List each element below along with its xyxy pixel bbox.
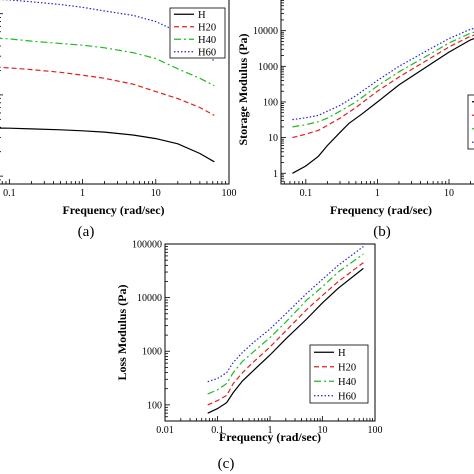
series-line-h60 <box>292 27 474 121</box>
legend-label-h60: H60 <box>198 47 216 58</box>
x-tick-label: 1 <box>80 188 85 199</box>
series-line-h <box>207 267 364 414</box>
x-tick-label: 10 <box>151 188 161 199</box>
series-line-h40 <box>292 31 474 128</box>
series-line-h <box>0 127 215 163</box>
x-tick-label: 0.01 <box>156 425 174 436</box>
x-tick-label: 10 <box>318 425 328 436</box>
y-tick-label: 1 <box>273 169 278 180</box>
y-tick-label: 100 <box>263 97 278 108</box>
y-axis-label: Loss Modulus (Pa) <box>115 284 129 380</box>
y-tick-label: 100000 <box>248 0 278 2</box>
y-tick-label: 10000 <box>137 293 162 304</box>
x-axis-label: Frequency (rad/sec) <box>62 203 164 217</box>
series-line-h20 <box>207 262 364 406</box>
series-group <box>0 0 215 163</box>
series-group <box>292 27 474 174</box>
series-line-h60 <box>207 246 364 383</box>
panel-label: (c) <box>218 456 235 472</box>
series-group <box>207 246 364 414</box>
plot-frame <box>280 0 474 185</box>
chart-panel-3: 0.01 0.1 1 10 100 100 1000 10000 100000 Frequency… <box>115 240 383 473</box>
legend-label-h: H <box>338 348 346 359</box>
x-axis-label: Frequency (rad/sec) <box>219 430 321 444</box>
x-axis-label: Frequency (rad/sec) <box>330 203 432 217</box>
series-line-h40 <box>207 253 364 395</box>
y-tick-label: 10000 <box>253 26 278 37</box>
legend-label-h20: H20 <box>338 362 356 373</box>
chart-panel-2: 0.1 1 10 1 10 100 1000 10000 100000 Frequency (ra… <box>236 0 474 240</box>
x-tick-label: 1 <box>268 425 273 436</box>
x-tick-label: 1 <box>375 188 380 199</box>
legend-label-h40: H40 <box>198 35 216 46</box>
x-tick-label: 0.1 <box>211 425 224 436</box>
series-line-h20 <box>0 66 215 116</box>
x-tick-label: 0.1 <box>300 188 313 199</box>
x-tick-label: 0.1 <box>3 188 16 199</box>
y-tick-label: 100 <box>147 400 162 411</box>
series-line-h <box>292 38 474 174</box>
y-tick-label: 100000 <box>132 240 162 251</box>
x-tick-label: 10 <box>444 188 454 199</box>
legend-box <box>309 344 369 404</box>
series-line-h40 <box>0 37 215 87</box>
y-tick-label: 1000 <box>142 347 162 358</box>
plot-frame <box>0 0 230 185</box>
legend-box <box>169 7 226 59</box>
legend: H H20 H40 H60 <box>309 344 369 404</box>
panel-label: (a) <box>78 224 95 240</box>
legend-label-h: H <box>198 10 206 21</box>
legend <box>467 94 474 150</box>
y-tick-label: 10 <box>268 133 278 144</box>
y-tick-label: 1000 <box>258 62 278 73</box>
legend-label-h40: H40 <box>338 377 356 388</box>
series-line-h20 <box>292 34 474 139</box>
panel-label: (b) <box>373 224 391 240</box>
legend-label-h20: H20 <box>198 22 216 33</box>
legend-label-h60: H60 <box>338 391 356 402</box>
legend-box <box>467 94 474 150</box>
x-tick-label: 100 <box>368 425 383 436</box>
x-tick-label: 100 <box>222 188 237 199</box>
series-line-h60 <box>0 0 215 62</box>
y-axis-label: Storage Modulus (Pa) <box>236 34 250 146</box>
